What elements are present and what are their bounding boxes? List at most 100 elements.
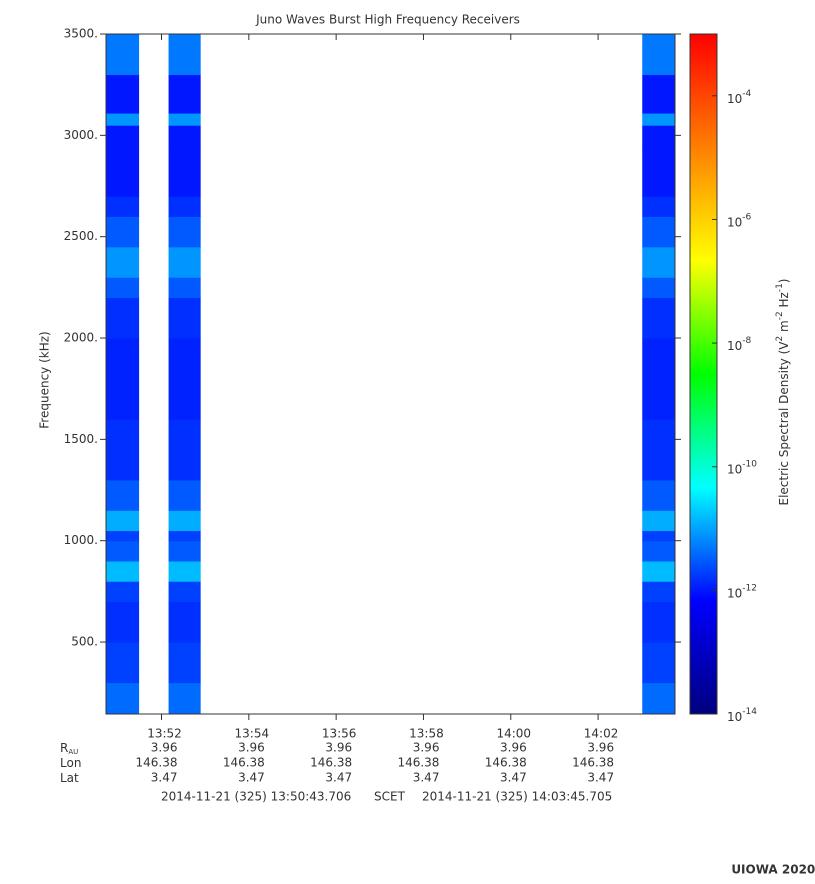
ephemeris-value: 146.38 [397,756,439,770]
ephemeris-label: RAU [60,741,78,757]
colorbar-tick-base: 10 [727,91,742,105]
spectrogram-cell [106,297,140,339]
spectrogram-cell [642,560,675,582]
colorbar-tick-exp: -12 [742,583,757,593]
spectrogram-cell [642,682,675,715]
x-tick-label: 13:52 [147,727,182,741]
x-tick-label: 14:02 [584,727,619,741]
spectrogram-cell [642,277,675,298]
spectrogram-cell [106,601,140,643]
y-tick-label: 1500. [64,432,98,446]
x-tick-label: 14:00 [496,727,531,741]
time-start: 2014-11-21 (325) 13:50:43.706 [161,790,351,804]
ephemeris-value: 3.96 [413,741,440,755]
y-axis-label: Frequency (kHz) [38,331,52,428]
colorbar-tick-label: 10-6 [727,212,752,229]
ephemeris-label: Lat [60,771,79,785]
colorbar-tick-base: 10 [727,339,742,353]
spectrogram-cell [106,216,140,248]
spectrogram-cell [168,338,201,420]
colorbar-tick-base: 10 [727,586,742,600]
time-system: SCET [374,790,406,804]
colorbar-tick-label: 10-10 [727,459,757,476]
colorbar-tick-base: 10 [727,710,742,724]
y-tick-label: 3500. [64,27,98,41]
x-tick-label: 13:56 [322,727,357,741]
spectrogram-cell [106,125,140,146]
spectrogram-cell [642,74,675,114]
spectrogram-cell [106,510,140,532]
colorbar-tick-label: 10-8 [727,336,752,353]
spectrogram-cell [168,145,201,197]
spectrogram-cell [168,297,201,339]
ephemeris-value: 3.96 [500,741,527,755]
spectrogram-cell [168,74,201,114]
ephemeris-label: Lon [60,756,81,770]
spectrogram-cell [106,196,140,217]
ephemeris-value: 146.38 [572,756,614,770]
spectrogram-cell [642,479,675,511]
spectrogram-cell [642,601,675,643]
spectrogram-cell [106,642,140,684]
colorbar-tick-exp: -10 [742,459,757,469]
ephemeris-label-text: Lat [60,771,79,785]
spectrogram-cell [168,34,201,76]
colorbar-tick-label: 10-14 [727,707,757,724]
spectrogram-cell [642,34,675,76]
spectrogram-cell [642,196,675,217]
y-tick-label: 1000. [64,533,98,547]
ephemeris-value: 3.47 [587,771,614,785]
ephemeris-label-text: R [60,741,68,755]
spectrogram-cell [168,540,201,562]
spectrogram-cell [106,277,140,298]
spectrogram-cell [106,530,140,542]
x-tick-label: 13:54 [235,727,270,741]
spectrogram-cell [168,277,201,298]
spectrogram-cell [642,216,675,248]
ephemeris-value: 3.96 [238,741,265,755]
spectrogram-cell [106,145,140,197]
ephemeris-value: 3.96 [325,741,352,755]
spectrogram-cell [168,479,201,511]
spectrogram-cell [642,246,675,278]
colorbar-label: Electric Spectral Density (V2 m-2 Hz-1) [775,278,791,505]
spectrogram-cell [168,510,201,532]
spectrogram-cell [106,74,140,114]
spectrogram-cell [106,540,140,562]
y-tick-label: 2000. [64,331,98,345]
spectrogram-cell [168,216,201,248]
spectrogram-cell [168,642,201,684]
spectrogram-cell [106,113,140,126]
colorbar [689,33,718,715]
spectrogram-cell [106,560,140,582]
spectrogram-cell [106,34,140,76]
ephemeris-label-text: Lon [60,756,81,770]
colorbar-tick-exp: -4 [742,88,751,98]
y-tick-label: 2500. [64,229,98,243]
ephemeris-label-sub: AU [68,748,78,756]
spectrogram-cell [168,601,201,643]
spectrogram-cell [642,510,675,532]
colorbar-tick-base: 10 [727,462,742,476]
spectrogram-cell [168,682,201,715]
spectrogram-cell [168,246,201,278]
ephemeris-value: 146.38 [136,756,178,770]
ephemeris-value: 3.47 [151,771,178,785]
ephemeris-value: 3.96 [587,741,614,755]
ephemeris-value: 3.47 [325,771,352,785]
colorbar-tick-label: 10-4 [727,88,752,105]
colorbar-tick-exp: -14 [742,707,757,717]
y-tick-label: 3000. [64,128,98,142]
spectrogram-cell [168,196,201,217]
spectrogram-cell [642,113,675,126]
spectrogram-cell [642,581,675,603]
ephemeris-value: 146.38 [485,756,527,770]
spectrogram-cell [642,642,675,684]
chart-title: Juno Waves Burst High Frequency Receiver… [255,13,520,27]
spectrogram-cell [642,297,675,339]
spectrogram-cell [168,113,201,126]
spectrogram-cell [106,581,140,603]
ephemeris-value: 146.38 [310,756,352,770]
ephemeris-value: 3.96 [151,741,178,755]
